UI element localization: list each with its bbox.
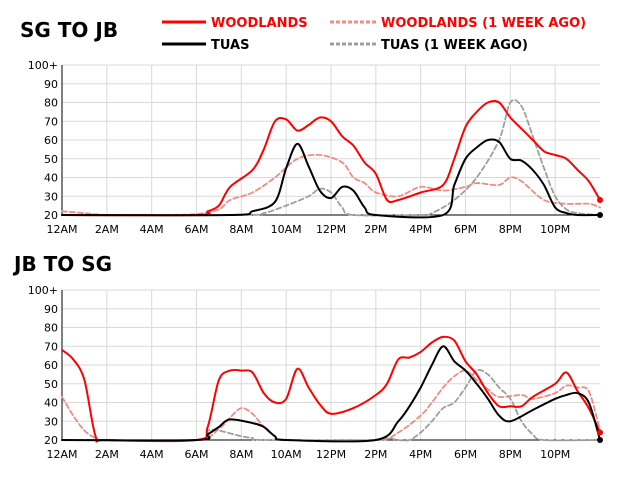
- x-tick-label: 4AM: [140, 223, 164, 236]
- x-tick-label: 4PM: [409, 223, 432, 236]
- y-tick-label: 60: [44, 134, 58, 147]
- x-tick-label: 8AM: [229, 448, 253, 461]
- y-tick-label: 100+: [28, 284, 58, 297]
- x-tick-label: 12AM: [46, 448, 77, 461]
- x-tick-label: 10PM: [540, 448, 570, 461]
- series-line-tuas-1-week-ago: [61, 369, 601, 442]
- x-tick-label: 4PM: [409, 448, 432, 461]
- y-tick-label: 40: [44, 397, 58, 410]
- chart-panel-jb-to-sg: 20 30 40 50 60 70 80 90 100+ 12AM 2AM 4AM 6AM 8AM 10AM…: [28, 284, 603, 461]
- legend-label-tuas: TUAS: [211, 38, 249, 53]
- x-tick-label: 12PM: [316, 448, 346, 461]
- y-tick-label: 20: [44, 434, 58, 447]
- y-tick-label: 30: [44, 190, 58, 203]
- x-tick-label: 2AM: [95, 448, 119, 461]
- y-tick-label: 80: [44, 322, 58, 335]
- y-tick-label: 30: [44, 415, 58, 428]
- x-tick-label: 10AM: [271, 223, 302, 236]
- end-marker-woodlands: [597, 429, 603, 436]
- series-line-woodlands: [61, 335, 601, 443]
- chart-panel-sg-to-jb: 20 30 40 50 60 70 80 90 100+ 12AM 2AM 4AM 6AM 8AM 10AM…: [28, 59, 603, 236]
- end-marker-woodlands: [597, 197, 603, 203]
- x-tick-label: 8AM: [229, 223, 253, 236]
- y-tick-label: 90: [44, 303, 58, 316]
- y-tick-label: 80: [44, 97, 58, 110]
- y-tick-label: 50: [44, 153, 58, 166]
- series-line-tuas: [61, 345, 601, 443]
- x-tick-label: 10PM: [540, 223, 570, 236]
- y-tick-label: 60: [44, 359, 58, 372]
- series-line-tuas: [61, 138, 601, 219]
- x-tick-label: 2PM: [364, 223, 387, 236]
- end-marker-tuas: [597, 437, 603, 443]
- x-tick-label: 6AM: [184, 223, 208, 236]
- y-tick-label: 100+: [28, 59, 58, 72]
- x-tick-label: 2AM: [95, 223, 119, 236]
- series-line-tuas-1-week-ago: [61, 98, 601, 217]
- x-tick-label: 12PM: [316, 223, 346, 236]
- x-tick-label: 6PM: [454, 448, 477, 461]
- y-tick-label: 40: [44, 172, 58, 185]
- legend-label-woodlands-week-ago: WOODLANDS (1 WEEK AGO): [381, 16, 586, 31]
- y-tick-label: 90: [44, 78, 58, 91]
- x-tick-label: 6AM: [184, 448, 208, 461]
- series-line-woodlands-1-week-ago: [61, 153, 601, 217]
- legend-label-tuas-week-ago: TUAS (1 WEEK AGO): [381, 38, 528, 53]
- series-line-woodlands: [61, 100, 601, 217]
- legend-label-woodlands: WOODLANDS: [211, 16, 308, 31]
- x-tick-label: 6PM: [454, 223, 477, 236]
- x-tick-label: 10AM: [271, 448, 302, 461]
- end-marker-tuas: [597, 212, 603, 218]
- y-tick-label: 70: [44, 115, 58, 128]
- x-tick-label: 2PM: [364, 448, 387, 461]
- x-tick-label: 8PM: [499, 448, 522, 461]
- x-tick-label: 8PM: [499, 223, 522, 236]
- y-tick-label: 70: [44, 340, 58, 353]
- chart-title-sg-to-jb: SG TO JB: [20, 18, 118, 42]
- chart-title-jb-to-sg: JB TO SG: [12, 252, 112, 276]
- legend: WOODLANDS WOODLANDS (1 WEEK AGO) TUAS TU…: [162, 16, 586, 53]
- x-tick-label: 12AM: [46, 223, 77, 236]
- y-tick-label: 50: [44, 378, 58, 391]
- x-tick-label: 4AM: [140, 448, 164, 461]
- y-tick-label: 20: [44, 209, 58, 222]
